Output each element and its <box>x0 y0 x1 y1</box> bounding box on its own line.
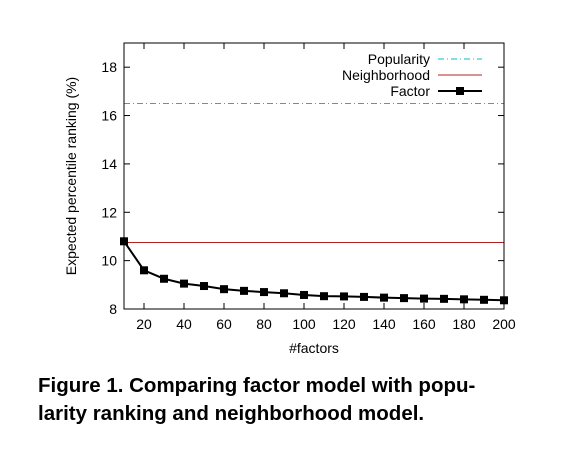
data-point-marker <box>200 282 208 291</box>
data-point-marker <box>160 274 168 283</box>
x-tick-label: 80 <box>256 316 272 332</box>
x-tick-label: 140 <box>372 316 396 332</box>
data-point-marker <box>320 292 328 301</box>
series-line-factor <box>123 240 505 302</box>
y-tick-label: 14 <box>101 156 117 172</box>
data-point-marker <box>480 295 488 304</box>
data-point-marker <box>180 279 188 288</box>
chart: 8 10 12 14 16 18 20 40 60 80 100 120 140 160 180 200 #… <box>63 42 516 356</box>
data-point-marker <box>240 286 248 295</box>
y-tick-label: 18 <box>101 59 117 75</box>
x-tick-label: 180 <box>452 316 476 332</box>
data-point-marker <box>420 294 428 303</box>
legend-label-popularity: Popularity <box>368 51 430 67</box>
data-point-marker <box>300 290 308 299</box>
x-tick-label: 20 <box>136 316 152 332</box>
y-axis-ticks: 8 10 12 14 16 18 <box>101 59 504 317</box>
plot-frame <box>123 42 505 310</box>
x-tick-label: 100 <box>292 316 316 332</box>
legend: Popularity Neighborhood Factor <box>342 51 482 99</box>
x-tick-label: 160 <box>412 316 436 332</box>
y-tick-label: 16 <box>101 108 117 124</box>
y-axis-label: Expected percentile ranking (%) <box>63 77 79 275</box>
y-tick-label: 8 <box>109 301 117 317</box>
caption-line-1: Figure 1. Comparing factor model with po… <box>38 374 476 397</box>
legend-label-neighborhood: Neighborhood <box>342 67 430 83</box>
x-tick-label: 40 <box>176 316 192 332</box>
legend-label-factor: Factor <box>390 83 430 99</box>
legend-marker-factor <box>456 87 464 95</box>
data-point-marker <box>440 294 448 303</box>
data-point-marker <box>280 289 288 298</box>
data-point-marker <box>400 294 408 303</box>
x-axis-ticks: 20 40 60 80 100 120 140 160 180 200 <box>136 43 516 332</box>
x-axis-label: #factors <box>289 340 339 356</box>
y-tick-label: 10 <box>101 253 117 269</box>
data-point-marker <box>260 288 268 297</box>
data-point-marker <box>140 266 148 275</box>
series-layer <box>120 102 508 305</box>
data-point-marker <box>340 292 348 301</box>
y-tick-label: 12 <box>101 204 117 220</box>
data-point-marker <box>360 292 368 301</box>
x-tick-label: 200 <box>492 316 516 332</box>
data-point-marker <box>380 293 388 302</box>
data-point-marker <box>220 285 228 294</box>
figure-caption: Figure 1. Comparing factor model with po… <box>38 372 558 428</box>
x-tick-label: 60 <box>216 316 232 332</box>
caption-line-2: larity ranking and neighborhood model. <box>38 402 425 425</box>
x-tick-label: 120 <box>332 316 356 332</box>
data-point-marker <box>460 295 468 304</box>
